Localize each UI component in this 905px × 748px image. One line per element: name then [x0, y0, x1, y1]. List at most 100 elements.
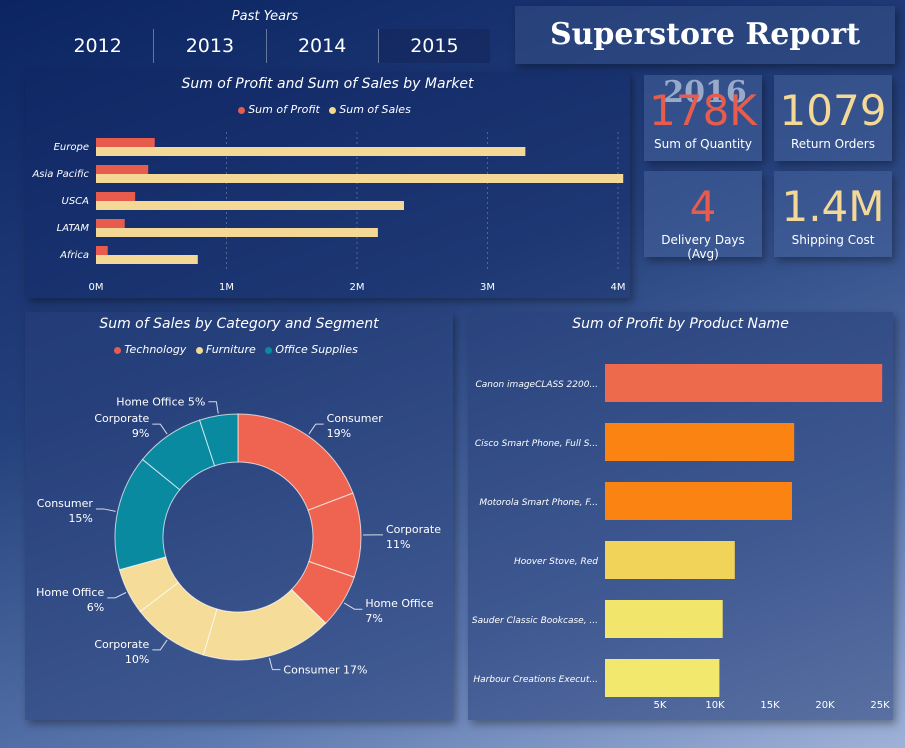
- chart-legend: Technology Furniture Office Supplies: [25, 343, 453, 356]
- legend-item-profit[interactable]: Sum of Profit: [238, 103, 320, 116]
- legend-swatch: [114, 346, 122, 354]
- year-option-2012[interactable]: 2012: [42, 29, 155, 63]
- bar-product-profit[interactable]: [605, 423, 795, 461]
- slice-label: Consumer: [37, 497, 94, 510]
- leader-line: [208, 401, 219, 414]
- x-tick-label: 25K: [870, 700, 890, 711]
- chart-title: Sum of Sales by Category and Segment: [99, 316, 379, 332]
- kpi-value: 4: [689, 182, 717, 231]
- legend-label: Sum of Profit: [248, 103, 320, 116]
- product-label: Harbour Creations Execut...: [473, 675, 598, 685]
- legend-item-sales[interactable]: Sum of Sales: [329, 103, 411, 116]
- bar-product-profit[interactable]: [605, 482, 792, 520]
- leader-line: [152, 423, 168, 435]
- chart-title: Sum of Profit and Sum of Sales by Market: [181, 76, 474, 92]
- x-tick-label: 10K: [705, 700, 725, 711]
- category-label: USCA: [62, 196, 90, 207]
- slice-label: 11%: [386, 538, 410, 551]
- kpi-card-return-orders: 1079 Return Orders: [774, 75, 892, 161]
- slice-label: Home Office 5%: [116, 396, 205, 409]
- product-bar-chart: 5K 10K 15K 20K 25K Canon imageCLASS 2200... Ci…: [472, 364, 890, 711]
- bar-product-profit[interactable]: [605, 600, 723, 638]
- legend-label: Office Supplies: [275, 343, 358, 356]
- product-label: Canon imageCLASS 2200...: [475, 380, 598, 390]
- x-tick-label: 1M: [219, 282, 234, 293]
- year-option-2014[interactable]: 2014: [267, 29, 379, 63]
- slice-label: Home Office: [36, 586, 104, 599]
- slice-label: 19%: [327, 427, 351, 440]
- kpi-label: Sum of Quantity: [654, 137, 752, 151]
- kpi-label: Shipping Cost: [791, 233, 875, 247]
- kpi-value: 1079: [779, 86, 887, 135]
- kpi-card-quantity: 178K Sum of Quantity: [644, 75, 762, 161]
- legend-label: Sum of Sales: [339, 103, 411, 116]
- legend-swatch: [195, 346, 203, 354]
- slice-label: Consumer 17%: [283, 664, 367, 677]
- x-tick-label: 2M: [350, 282, 365, 293]
- legend-item-technology[interactable]: Technology: [114, 343, 186, 356]
- market-bar-chart: 0M 1M 2M 3M 4M Europe Asia Pacific USCA LATAM Afr…: [31, 132, 626, 293]
- leader-line: [308, 423, 324, 435]
- bar-product-profit[interactable]: [605, 541, 735, 579]
- x-tick-label: 4M: [611, 282, 626, 293]
- bar-profit[interactable]: [96, 219, 125, 228]
- chart-title: Sum of Profit by Product Name: [572, 316, 789, 332]
- kpi-card-delivery-days: 4 Delivery Days (Avg): [644, 171, 762, 261]
- bar-product-profit[interactable]: [605, 364, 883, 402]
- slice-label: 10%: [125, 653, 149, 666]
- slice-label: Corporate: [94, 412, 149, 425]
- product-chart-panel: Sum of Profit by Product Name 5K 10K 15K 20…: [468, 312, 893, 720]
- bar-sales[interactable]: [96, 147, 526, 156]
- bar-sales[interactable]: [96, 174, 624, 183]
- leader-line: [152, 639, 168, 651]
- product-label: Hoover Stove, Red: [514, 557, 598, 567]
- slice-label: Home Office: [365, 597, 433, 610]
- bar-product-profit[interactable]: [605, 659, 720, 697]
- legend-item-office-supplies[interactable]: Office Supplies: [265, 343, 358, 356]
- product-label: Sauder Classic Bookcase, ...: [472, 616, 598, 626]
- legend-label: Technology: [124, 343, 187, 356]
- bar-sales[interactable]: [96, 228, 378, 237]
- slicer-title: Past Years: [231, 9, 299, 24]
- slice-label: Corporate: [94, 638, 149, 651]
- leader-line: [95, 508, 116, 512]
- year-option-2013[interactable]: 2013: [154, 29, 267, 63]
- product-label: Cisco Smart Phone, Full S...: [475, 439, 598, 449]
- year-option-2015[interactable]: 2015: [378, 29, 490, 63]
- x-tick-label: 20K: [815, 700, 835, 711]
- bar-sales[interactable]: [96, 255, 198, 264]
- slice-label: 6%: [87, 601, 104, 614]
- bar-profit[interactable]: [96, 138, 155, 147]
- kpi-label: Delivery Days (Avg): [661, 233, 745, 261]
- leader-line: [343, 602, 363, 610]
- kpi-label: Return Orders: [791, 137, 875, 151]
- legend-label: Furniture: [205, 343, 256, 356]
- x-tick-label: 15K: [760, 700, 780, 711]
- slice-label: 15%: [68, 512, 92, 525]
- year-slicer: 2012 2013 2014 2015: [42, 29, 490, 63]
- category-label: Asia Pacific: [31, 169, 89, 180]
- bar-sales[interactable]: [96, 201, 404, 210]
- legend-swatch: [329, 106, 337, 114]
- donut-slice[interactable]: [198, 413, 239, 467]
- bar-profit[interactable]: [96, 192, 136, 201]
- kpi-value: 1.4M: [781, 182, 885, 231]
- x-tick-label: 5K: [654, 700, 667, 711]
- category-chart-panel: Sum of Sales by Category and Segment Tec…: [25, 312, 453, 720]
- legend-item-furniture[interactable]: Furniture: [195, 343, 256, 356]
- kpi-value: 178K: [649, 86, 757, 135]
- kpi-card-shipping-cost: 1.4M Shipping Cost: [774, 171, 892, 257]
- legend-swatch: [265, 346, 273, 354]
- x-tick-label: 3M: [480, 282, 495, 293]
- x-tick-label: 0M: [89, 282, 104, 293]
- category-label: Africa: [59, 250, 89, 261]
- slice-label: 7%: [365, 612, 382, 625]
- category-label: LATAM: [57, 223, 90, 234]
- slice-label: 9%: [132, 427, 149, 440]
- leader-line: [268, 657, 281, 671]
- bar-profit[interactable]: [96, 246, 108, 255]
- bar-profit[interactable]: [96, 165, 149, 174]
- slice-label: Consumer: [327, 412, 384, 425]
- legend-swatch: [238, 106, 246, 114]
- leader-line: [107, 592, 127, 599]
